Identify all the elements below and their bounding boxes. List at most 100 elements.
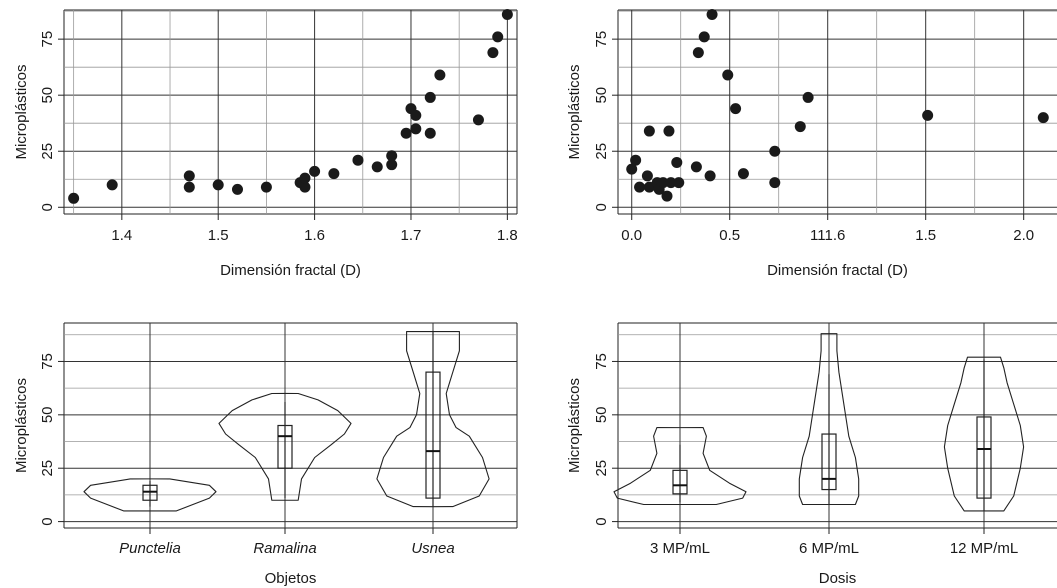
violin-box bbox=[821, 433, 837, 491]
data-point bbox=[690, 161, 702, 173]
data-point bbox=[328, 168, 340, 180]
data-point bbox=[661, 190, 673, 202]
x-category-label: Usnea bbox=[411, 540, 454, 557]
x-axis-label: Dosis bbox=[819, 570, 857, 587]
data-point bbox=[410, 123, 422, 135]
violin-box bbox=[976, 416, 992, 499]
x-tick-label: 1.4 bbox=[111, 227, 132, 244]
chart-panel-2: 0 25 50 75 Microplásticos Dimensión fractal (… bbox=[566, 8, 1057, 279]
x-tick-label: 1.6 bbox=[304, 227, 325, 244]
y-axis-label: Microplásticos bbox=[566, 64, 583, 159]
data-point bbox=[706, 8, 718, 20]
data-point bbox=[722, 69, 734, 81]
data-point bbox=[371, 161, 383, 173]
x-tick-label: 1.5 bbox=[915, 227, 936, 244]
data-point bbox=[299, 181, 311, 193]
data-point bbox=[183, 181, 195, 193]
y-tick-label: 25 bbox=[593, 460, 610, 477]
data-point bbox=[704, 170, 716, 182]
data-point bbox=[434, 69, 446, 81]
x-category-label: Ramalina bbox=[253, 540, 316, 557]
data-point bbox=[630, 154, 642, 166]
data-point bbox=[386, 150, 398, 162]
y-axis-label: Microplásticos bbox=[13, 378, 30, 473]
chart-panel-3: 0 25 50 75 Microplásticos Objetos Punctelia Ram… bbox=[13, 322, 518, 587]
y-tick-label: 0 bbox=[593, 203, 610, 211]
data-point bbox=[634, 181, 646, 193]
data-point bbox=[692, 47, 704, 59]
y-tick-label: 75 bbox=[39, 31, 56, 48]
x-axis-label: Dimensión fractal (D) bbox=[220, 262, 361, 279]
x-tick-label: 2.0 bbox=[1013, 227, 1034, 244]
x-axis-label: Dimensión fractal (D) bbox=[767, 262, 908, 279]
data-point bbox=[802, 91, 814, 103]
x-tick-label: 0.0 bbox=[621, 227, 642, 244]
data-point bbox=[671, 156, 683, 168]
violin-box bbox=[425, 371, 441, 499]
violin-box bbox=[142, 484, 158, 501]
data-point bbox=[643, 125, 655, 137]
data-point bbox=[698, 31, 710, 43]
chart-panel-1: 0 25 50 75 Microplásticos Dimensión fractal (… bbox=[13, 8, 518, 279]
data-point bbox=[769, 145, 781, 157]
data-point bbox=[231, 183, 243, 195]
data-point bbox=[424, 127, 436, 139]
y-tick-label: 50 bbox=[39, 406, 56, 423]
violin-outline bbox=[943, 356, 1025, 512]
chart-panel-4: 0 25 50 75 Microplásticos Dosis 3 MP/mL 6 MP/mL… bbox=[566, 322, 1057, 587]
y-tick-label: 50 bbox=[593, 406, 610, 423]
data-point bbox=[309, 165, 321, 177]
violin-outline bbox=[613, 427, 747, 506]
y-tick-label: 25 bbox=[593, 143, 610, 160]
x-tick-label: 1.8 bbox=[497, 227, 518, 244]
violin-box bbox=[672, 469, 688, 495]
data-point bbox=[794, 121, 806, 133]
x-tick-label: 1.5 bbox=[208, 227, 229, 244]
data-point bbox=[487, 47, 499, 59]
y-tick-label: 0 bbox=[39, 517, 56, 525]
y-tick-label: 25 bbox=[39, 143, 56, 160]
y-tick-label: 75 bbox=[593, 353, 610, 370]
y-tick-label: 75 bbox=[593, 31, 610, 48]
data-point bbox=[730, 103, 742, 115]
violin-outline bbox=[218, 392, 352, 501]
data-point bbox=[106, 179, 118, 191]
data-point bbox=[737, 168, 749, 180]
data-point bbox=[657, 177, 669, 189]
y-tick-label: 25 bbox=[39, 460, 56, 477]
data-point bbox=[410, 109, 422, 121]
x-axis-label: Objetos bbox=[265, 570, 317, 587]
data-point bbox=[1037, 112, 1049, 124]
data-point bbox=[386, 159, 398, 171]
data-point bbox=[641, 170, 653, 182]
x-category-label: 6 MP/mL bbox=[799, 540, 859, 557]
data-point bbox=[68, 192, 80, 204]
data-point bbox=[673, 177, 685, 189]
data-point bbox=[472, 114, 484, 126]
x-tick-label: 1.7 bbox=[401, 227, 422, 244]
data-point bbox=[492, 31, 504, 43]
y-axis-label: Microplásticos bbox=[13, 64, 30, 159]
data-point bbox=[260, 181, 272, 193]
data-point bbox=[501, 8, 513, 20]
y-axis-label: Microplásticos bbox=[566, 378, 583, 473]
data-point bbox=[626, 163, 638, 175]
y-tick-label: 50 bbox=[39, 87, 56, 104]
data-point bbox=[424, 91, 436, 103]
x-tick-label: 0.5 bbox=[719, 227, 740, 244]
data-point bbox=[400, 127, 412, 139]
y-tick-label: 0 bbox=[593, 517, 610, 525]
x-tick-label: 111.6 bbox=[810, 227, 845, 244]
data-point bbox=[352, 154, 364, 166]
data-point bbox=[922, 109, 934, 121]
x-category-label: 12 MP/mL bbox=[950, 540, 1018, 557]
y-tick-label: 50 bbox=[593, 87, 610, 104]
violin-outline bbox=[83, 478, 217, 512]
violin-box bbox=[277, 424, 293, 469]
y-tick-label: 0 bbox=[39, 203, 56, 211]
data-point bbox=[183, 170, 195, 182]
x-category-label: Punctelia bbox=[119, 540, 181, 557]
data-point bbox=[299, 172, 311, 184]
y-tick-label: 75 bbox=[39, 353, 56, 370]
